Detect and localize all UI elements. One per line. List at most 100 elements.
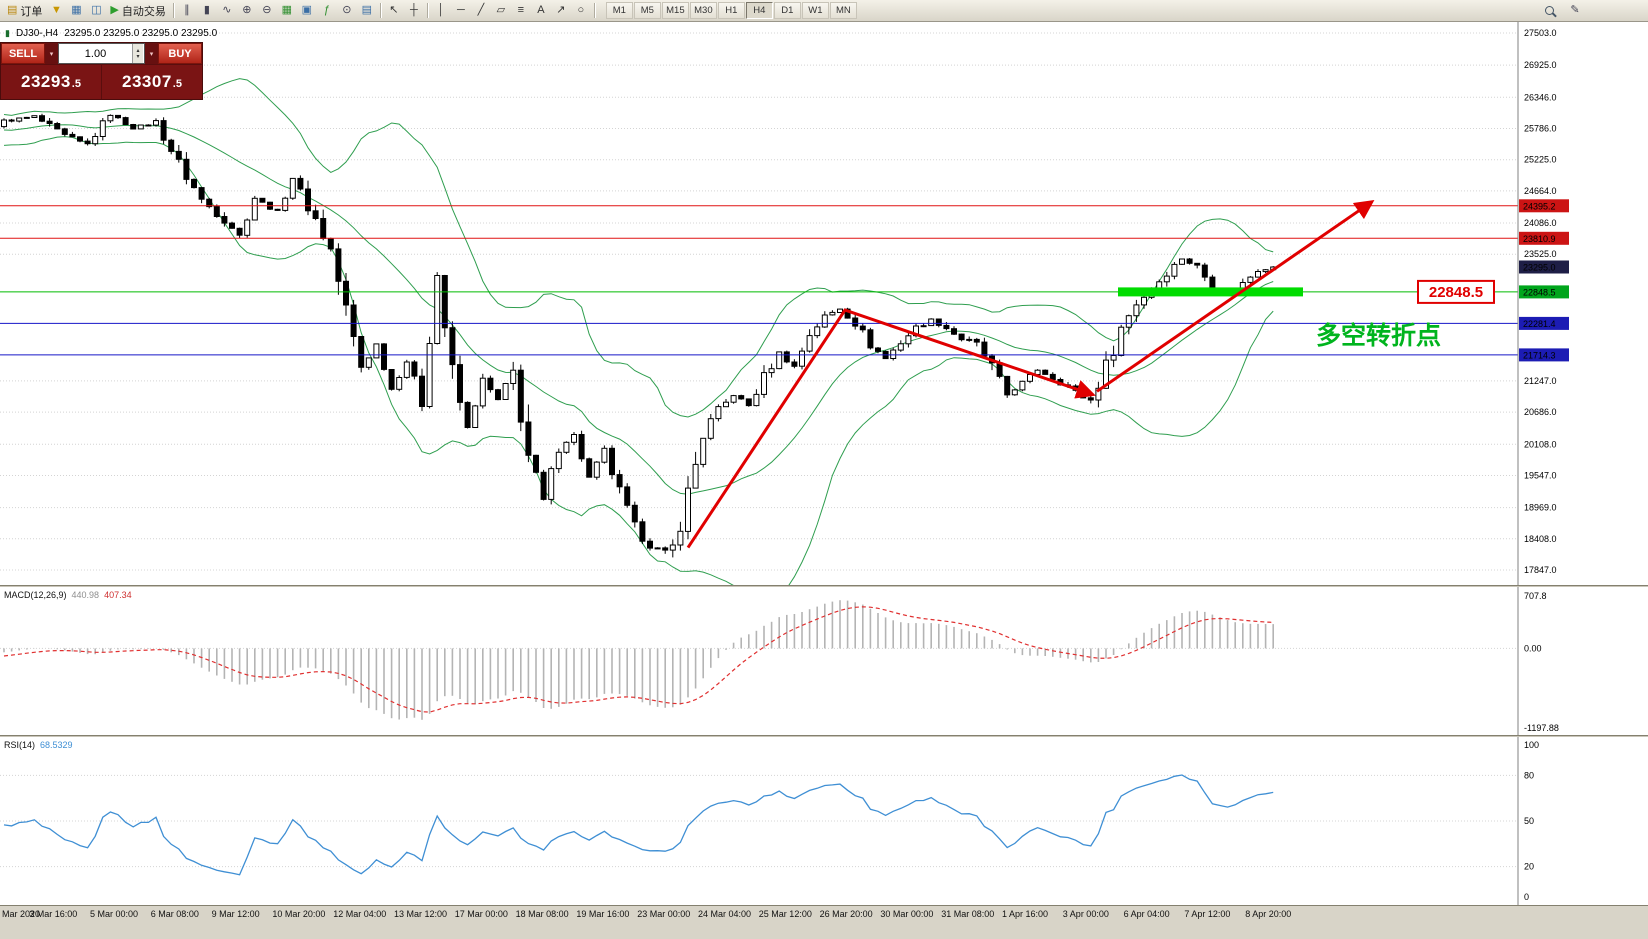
auto-trading-button[interactable]: ▶ 自动交易 <box>106 2 169 20</box>
edit-tool-button[interactable]: ✎ <box>1565 2 1585 20</box>
time-label: 5 Mar 00:00 <box>90 909 139 919</box>
panel-splitter[interactable] <box>0 735 1648 737</box>
time-label: 6 Apr 04:00 <box>1123 909 1170 919</box>
navigator-icon: ◫ <box>91 4 102 16</box>
line-chart-button[interactable]: ∿ <box>217 2 237 20</box>
rsi-panel[interactable]: 100 80 50 20 0 <box>0 737 1648 905</box>
trendline-icon: ╱ <box>477 4 485 16</box>
templates-icon: ▤ <box>361 4 373 16</box>
text-label-button[interactable]: A <box>531 2 551 20</box>
timeframe-m1[interactable]: M1 <box>605 2 633 19</box>
market-watch-button[interactable]: ▼ <box>46 2 66 20</box>
svg-text:23810.9: 23810.9 <box>1523 234 1556 244</box>
macd-title: MACD(12,26,9) <box>4 590 67 600</box>
time-label: 23 Mar 00:00 <box>637 909 691 919</box>
toolbar-separator <box>172 3 174 18</box>
svg-text:24664.0: 24664.0 <box>1524 186 1557 196</box>
cjk-note[interactable]: 多空转折点 <box>1316 321 1441 350</box>
time-axis[interactable]: Mar 2020 3 Mar 16:00 5 Mar 00:00 6 Mar 08:0… <box>0 905 1648 939</box>
svg-text:22848.5: 22848.5 <box>1523 287 1556 297</box>
data-window-icon: ▦ <box>71 4 82 16</box>
new-order-button[interactable]: ▤ 订单 <box>3 2 46 20</box>
support-zone[interactable] <box>1118 287 1303 297</box>
volume-up-button[interactable]: ▴ <box>136 47 140 54</box>
auto-arrange-button[interactable]: ▣ <box>297 2 317 20</box>
timeframe-h1[interactable]: H1 <box>717 2 745 19</box>
svg-text:21247.0: 21247.0 <box>1524 376 1557 386</box>
auto-trading-icon: ▶ <box>110 4 119 16</box>
volume-input[interactable] <box>59 47 132 60</box>
svg-text:17847.0: 17847.0 <box>1524 565 1557 575</box>
macd-panel[interactable]: 707.8 0.00 -1197.88 <box>0 587 1648 735</box>
svg-text:0: 0 <box>1524 892 1529 902</box>
macd-signal-line <box>3 606 1274 713</box>
timeframe-h4[interactable]: H4 <box>745 2 773 19</box>
candlesticks <box>1 113 1277 558</box>
one-click-trading-panel: SELL ▾ ▴ ▾ ▾ BUY 23293.5 23307.5 <box>0 42 203 100</box>
indicators-list-icon: ƒ <box>323 4 330 16</box>
time-label: 18 Mar 08:00 <box>515 909 569 919</box>
svg-text:-1197.88: -1197.88 <box>1524 723 1559 733</box>
data-window-button[interactable]: ▦ <box>66 2 86 20</box>
cursor-button[interactable]: ↖ <box>384 2 404 20</box>
navigator-button[interactable]: ◫ <box>86 2 106 20</box>
rsi-value: 68.5329 <box>40 740 73 750</box>
time-label: 17 Mar 00:00 <box>454 909 508 919</box>
timeframe-w1[interactable]: W1 <box>801 2 829 19</box>
timeframe-m15[interactable]: M15 <box>661 2 689 19</box>
trend-arrow[interactable] <box>686 308 1096 549</box>
timeframe-m30[interactable]: M30 <box>689 2 717 19</box>
indicators-list-button[interactable]: ƒ <box>317 2 337 20</box>
period-settings-button[interactable]: ⊙ <box>337 2 357 20</box>
svg-text:22281.4: 22281.4 <box>1523 319 1556 329</box>
candlestick-chart-icon: ▮ <box>203 4 210 16</box>
templates-button[interactable]: ▤ <box>357 2 377 20</box>
trendline-button[interactable]: ╱ <box>471 2 491 20</box>
svg-text:100: 100 <box>1524 740 1539 750</box>
time-label: 10 Mar 20:00 <box>272 909 326 919</box>
svg-text:25225.0: 25225.0 <box>1524 155 1557 165</box>
price-grid <box>0 32 1518 571</box>
buy-button[interactable]: BUY <box>158 43 202 64</box>
candlestick-chart-button[interactable]: ▮ <box>197 2 217 20</box>
bar-chart-button[interactable]: ∥ <box>177 2 197 20</box>
fibonacci-button[interactable]: ≡ <box>511 2 531 20</box>
svg-text:80: 80 <box>1524 770 1534 780</box>
svg-text:20108.0: 20108.0 <box>1524 439 1557 449</box>
equidistant-channel-button[interactable]: ▱ <box>491 2 511 20</box>
time-label: 7 Apr 12:00 <box>1184 909 1231 919</box>
toolbar-separator <box>426 3 428 18</box>
tile-windows-button[interactable]: ▦ <box>277 2 297 20</box>
svg-text:26346.0: 26346.0 <box>1524 92 1557 102</box>
svg-text:23525.0: 23525.0 <box>1524 249 1557 259</box>
auto-arrange-icon: ▣ <box>301 4 313 16</box>
volume-down-button[interactable]: ▾ <box>136 53 140 60</box>
arrows-tool-button[interactable]: ↗ <box>551 2 571 20</box>
zoom-tool-button[interactable] <box>1539 2 1559 20</box>
time-label: Mar 2020 <box>2 909 41 919</box>
sell-options-caret[interactable]: ▾ <box>45 43 58 64</box>
crosshair-button[interactable]: ┼ <box>404 2 424 20</box>
buy-options-caret[interactable]: ▾ <box>145 43 158 64</box>
vertical-line-button[interactable]: │ <box>431 2 451 20</box>
svg-text:25786.0: 25786.0 <box>1524 124 1557 134</box>
arrows-tool-icon: ↗ <box>556 4 566 16</box>
panel-splitter[interactable] <box>0 585 1648 587</box>
shapes-button[interactable]: ○ <box>571 2 591 20</box>
time-label: 6 Mar 08:00 <box>150 909 199 919</box>
sell-button[interactable]: SELL <box>1 43 45 64</box>
volume-box: ▴ ▾ <box>58 43 145 64</box>
timeframe-m5[interactable]: M5 <box>633 2 661 19</box>
price-annotation-box[interactable]: 22848.5 <box>1417 279 1495 304</box>
time-label: 8 Apr 20:00 <box>1245 909 1292 919</box>
horizontal-line-button[interactable]: ─ <box>451 2 471 20</box>
main-chart[interactable]: 22848.5 多空转折点 27503.0 26925.0 26346.0 25786.0… <box>0 22 1648 585</box>
edit-tool-icon: ✎ <box>1570 4 1580 16</box>
trend-arrow[interactable] <box>1096 200 1375 393</box>
zoom-in-button[interactable]: ⊕ <box>237 2 257 20</box>
zoom-out-button[interactable]: ⊖ <box>257 2 277 20</box>
line-chart-icon: ∿ <box>222 4 232 16</box>
timeframe-mn[interactable]: MN <box>829 2 857 19</box>
auto-trading-label: 自动交易 <box>121 5 166 18</box>
timeframe-d1[interactable]: D1 <box>773 2 801 19</box>
